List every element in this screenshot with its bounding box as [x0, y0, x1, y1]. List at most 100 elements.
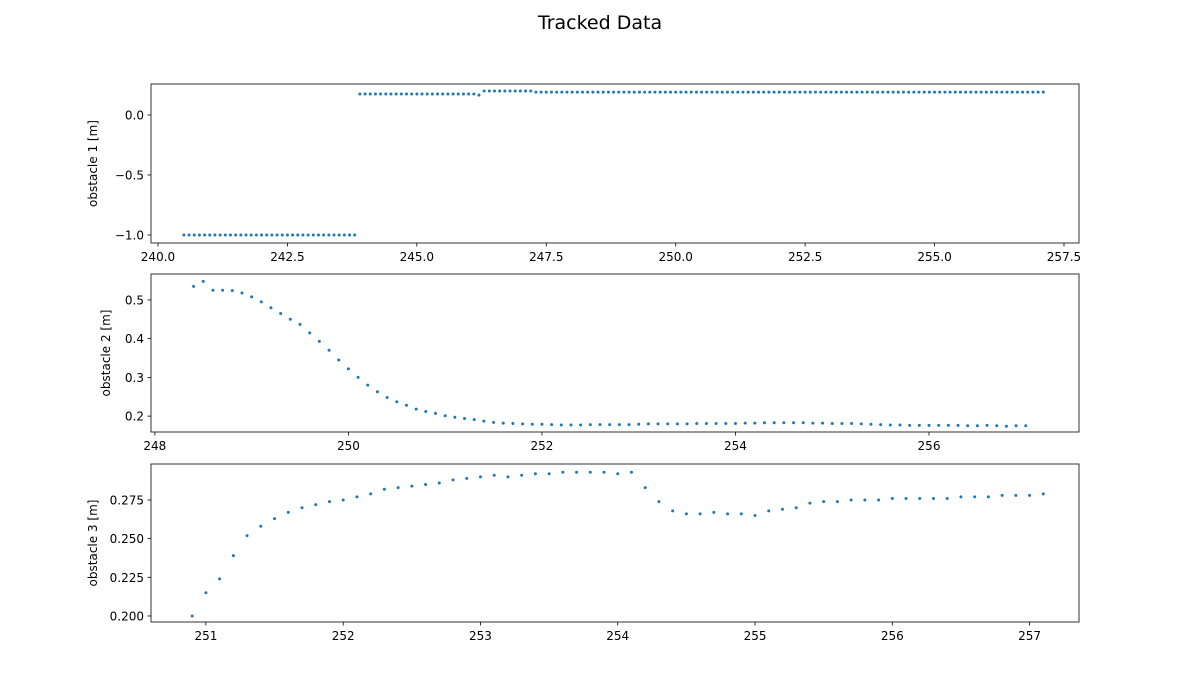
point	[881, 90, 885, 94]
point	[259, 300, 263, 304]
point	[298, 322, 302, 326]
point	[985, 423, 989, 427]
point	[777, 90, 781, 94]
point	[575, 90, 579, 94]
point	[859, 422, 863, 426]
point	[995, 424, 999, 428]
x-tick-label: 255.0	[917, 250, 951, 264]
point	[931, 496, 935, 500]
point	[907, 90, 911, 94]
point	[617, 423, 621, 427]
y-axis-label: obstacle 2 [m]	[99, 310, 113, 397]
point	[886, 90, 890, 94]
point	[811, 421, 815, 425]
point	[637, 422, 641, 426]
point	[208, 233, 212, 237]
point	[984, 90, 988, 94]
point	[663, 90, 667, 94]
point	[520, 473, 524, 477]
point	[404, 403, 408, 407]
point	[798, 90, 802, 94]
point	[901, 90, 905, 94]
point	[1015, 90, 1019, 94]
point	[478, 475, 482, 479]
point	[757, 90, 761, 94]
point	[772, 421, 776, 425]
point	[482, 419, 486, 423]
point	[467, 92, 471, 96]
x-tick-label: 250	[337, 439, 360, 453]
point	[327, 348, 331, 352]
point	[301, 233, 305, 237]
point	[430, 92, 434, 96]
point	[529, 89, 533, 93]
point	[731, 90, 735, 94]
point	[375, 390, 379, 394]
point	[888, 423, 892, 427]
point	[689, 90, 693, 94]
point	[314, 503, 318, 507]
x-tick-label: 250.0	[659, 250, 693, 264]
point	[839, 90, 843, 94]
point	[493, 89, 497, 93]
point	[657, 500, 661, 504]
point	[876, 90, 880, 94]
point	[492, 420, 496, 424]
point	[420, 92, 424, 96]
point	[363, 92, 367, 96]
point	[974, 90, 978, 94]
point	[922, 90, 926, 94]
point	[511, 421, 515, 425]
point	[1021, 90, 1025, 94]
point	[788, 90, 792, 94]
point	[637, 90, 641, 94]
point	[540, 422, 544, 426]
point	[396, 486, 400, 490]
point	[835, 500, 839, 504]
point	[424, 483, 428, 487]
point	[317, 339, 321, 343]
point	[424, 409, 428, 413]
point	[720, 90, 724, 94]
point	[482, 89, 486, 93]
point	[192, 233, 196, 237]
point	[588, 470, 592, 474]
point	[275, 233, 279, 237]
y-tick-label: 0.275	[110, 494, 144, 508]
figure-title: Tracked Data	[537, 12, 662, 34]
point	[948, 90, 952, 94]
x-tick-label: 240.0	[141, 250, 175, 264]
point	[819, 90, 823, 94]
point	[834, 90, 838, 94]
x-tick-label: 257	[1018, 629, 1041, 643]
point	[808, 90, 812, 94]
point	[933, 90, 937, 94]
point	[943, 90, 947, 94]
point	[658, 90, 662, 94]
point	[308, 331, 312, 335]
point	[530, 422, 534, 426]
point	[725, 90, 729, 94]
point	[270, 233, 274, 237]
point	[975, 424, 979, 428]
point	[850, 421, 854, 425]
point	[617, 90, 621, 94]
point	[472, 418, 476, 422]
point	[472, 92, 476, 96]
point	[346, 367, 350, 371]
point	[762, 90, 766, 94]
point	[598, 423, 602, 427]
point	[358, 92, 362, 96]
point	[356, 375, 360, 379]
point	[1028, 493, 1032, 497]
point	[382, 487, 386, 491]
point	[736, 90, 740, 94]
point	[539, 90, 543, 94]
point	[1014, 424, 1018, 428]
point	[561, 470, 565, 474]
point	[698, 512, 702, 516]
point	[780, 507, 784, 511]
point	[794, 506, 798, 510]
point	[533, 472, 537, 476]
